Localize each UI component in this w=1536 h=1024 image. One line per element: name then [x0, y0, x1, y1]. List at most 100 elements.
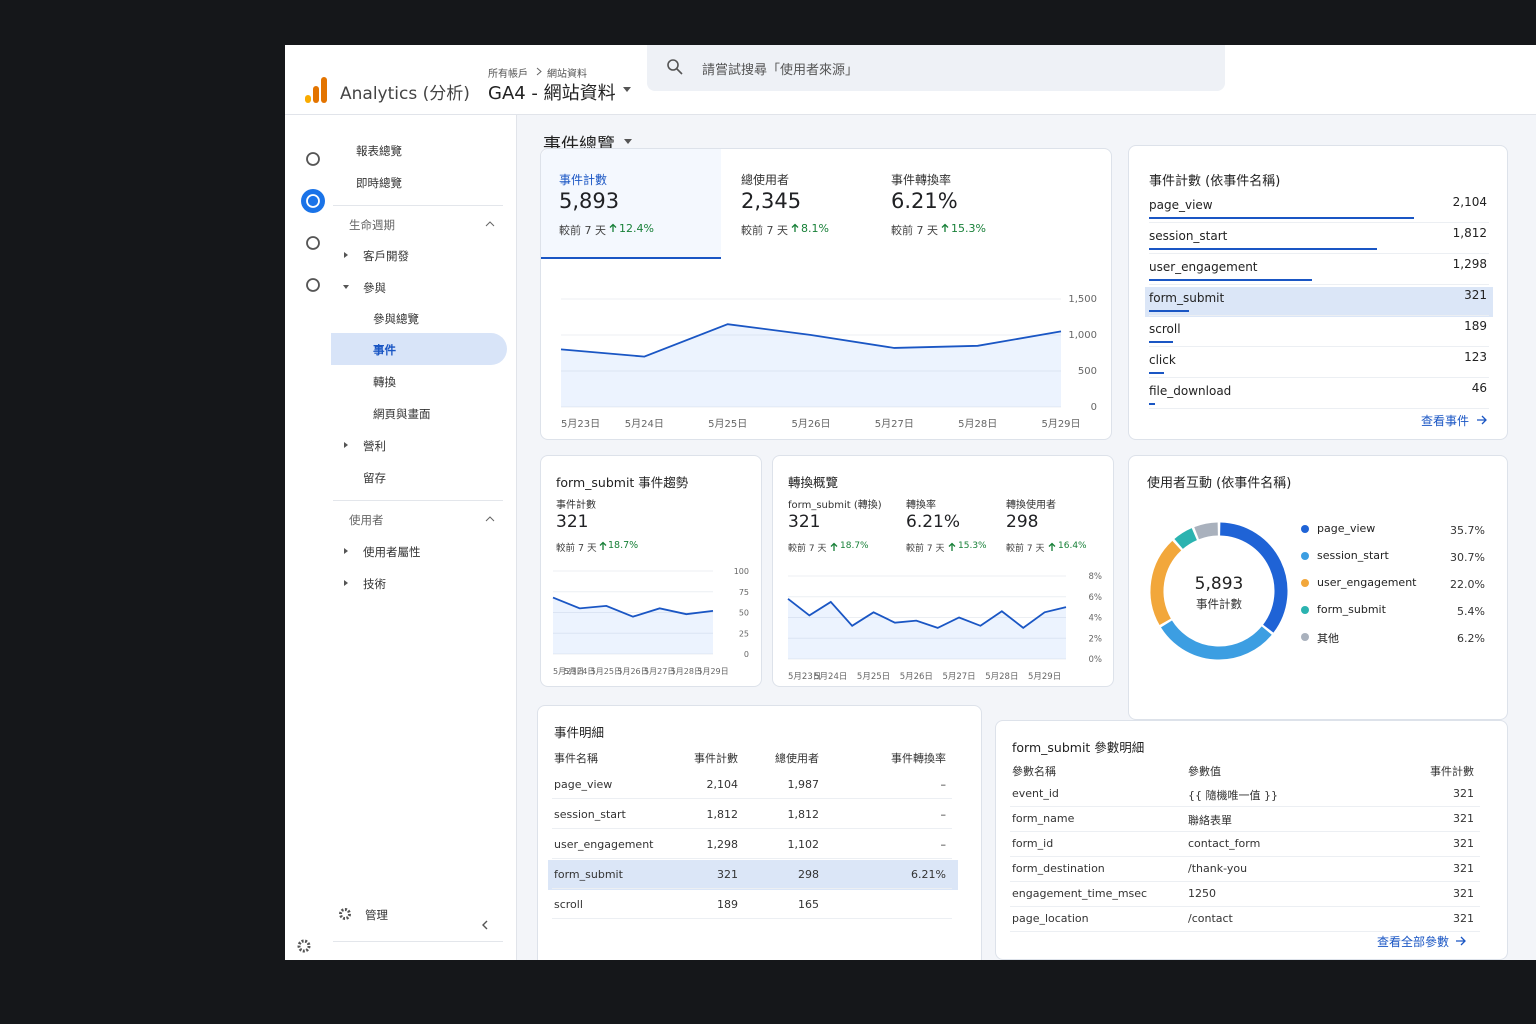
- search-box[interactable]: 請嘗試搜尋「使用者來源」: [647, 45, 1225, 91]
- bar: [1149, 403, 1155, 405]
- link[interactable]: 查看全部參數: [1376, 935, 1449, 949]
- table-cell[interactable]: form_submit: [554, 868, 623, 881]
- donut-segment: [1174, 528, 1198, 550]
- overview-card: 事件計數 5,893 較前 7 天 12.4% 總使用者 2,345 較前 7 天 8.1% 事…: [540, 148, 1112, 440]
- metric-value: 5,893: [559, 189, 620, 213]
- section-divider: [333, 205, 503, 206]
- compare-label: 較前 7 天: [788, 544, 827, 554]
- donut-center-value: 5,893: [1195, 574, 1244, 594]
- line-chart: 0 500 1,000 1,500 5月23日 5月24日 5月25日 5月26日 5月27日 5…: [560, 294, 1097, 430]
- logo-bar: [313, 86, 319, 103]
- table-cell[interactable]: user_engagement: [554, 838, 654, 851]
- table-cell: 321: [717, 868, 738, 881]
- arrow-icon: [830, 542, 838, 551]
- table-cell: 321: [1453, 887, 1474, 900]
- nav-item[interactable]: 網頁與畫面: [373, 407, 431, 421]
- table-cell: form_destination: [1012, 862, 1105, 875]
- nav-icon: [306, 278, 320, 292]
- nav-item[interactable]: 即時總覽: [356, 176, 402, 190]
- line-series: [552, 596, 714, 618]
- nav-glyph: [306, 236, 320, 250]
- compare-label: 較前 7 天: [556, 543, 597, 554]
- gear: [339, 908, 351, 920]
- compare-label: 較前 7 天: [741, 224, 788, 237]
- event-name[interactable]: scroll: [1149, 322, 1181, 336]
- arrow-icon: [1456, 936, 1466, 946]
- event-name[interactable]: form_submit: [1149, 291, 1225, 305]
- divider: [552, 888, 952, 889]
- nav-item[interactable]: 事件: [373, 343, 396, 357]
- card-title: 使用者互動 (依事件名稱): [1147, 476, 1292, 491]
- table-cell[interactable]: page_view: [554, 778, 613, 791]
- nav-item[interactable]: 留存: [363, 471, 386, 485]
- conversion-card: 轉換概覽 form_submit (轉換) 321 較前 7 天 18.7% 轉換率 6.2…: [772, 455, 1114, 687]
- table-cell: 1,298: [706, 838, 739, 851]
- event-name[interactable]: file_download: [1149, 384, 1232, 398]
- x-tick-label: 5月25日: [591, 667, 622, 676]
- nav-active-bg: [331, 333, 507, 365]
- search-icon: [667, 59, 683, 75]
- section-divider: [333, 941, 503, 942]
- table-cell[interactable]: session_start: [554, 808, 626, 821]
- y-tick-label: 4%: [1089, 614, 1103, 624]
- divider: [1010, 931, 1480, 932]
- nav-item[interactable]: 管理: [365, 908, 388, 922]
- nav-item[interactable]: 技術: [363, 577, 386, 591]
- x-tick-label: 5月24日: [625, 418, 664, 430]
- link[interactable]: 查看事件: [1420, 414, 1469, 428]
- legend-dot: [1301, 579, 1309, 587]
- divider: [1149, 377, 1489, 378]
- table-cell: engagement_time_msec: [1012, 887, 1148, 900]
- x-tick-label: 5月29日: [697, 667, 728, 676]
- y-tick-label: 0: [1091, 402, 1097, 413]
- nav-item[interactable]: 參與: [363, 281, 386, 295]
- divider: [1149, 284, 1489, 285]
- logo-bar: [321, 77, 327, 103]
- bar: [1149, 372, 1165, 374]
- top-bar: Analytics (分析) 所有帳戶 網站資料 GA4 - 網站資料 請嘗試搜尋「使用…: [285, 45, 1536, 115]
- nav-active: [301, 189, 325, 213]
- change-value: 16.4%: [1058, 541, 1087, 551]
- event-name[interactable]: user_engagement: [1149, 260, 1258, 274]
- bar: [1149, 341, 1173, 343]
- event-count: 1,298: [1452, 257, 1487, 271]
- table-cell[interactable]: scroll: [554, 898, 583, 911]
- y-tick-label: 2%: [1089, 634, 1103, 644]
- link-arrow: [1456, 936, 1466, 946]
- y-tick-label: 500: [1078, 366, 1097, 377]
- up-arrow: [948, 542, 956, 551]
- legend-label: page_view: [1317, 522, 1376, 535]
- metric-label: 事件轉換率: [891, 173, 952, 187]
- line-area: [561, 324, 1061, 407]
- event-name[interactable]: session_start: [1149, 229, 1228, 243]
- property-name[interactable]: GA4 - 網站資料: [488, 83, 616, 104]
- divider: [1149, 222, 1489, 223]
- section-divider: [333, 500, 503, 501]
- table-cell: 1,102: [787, 838, 820, 851]
- sidebar: 報表總覽 即時總覽 生命週期 客戶開發 參與 參與總覽 事件 轉換 網頁與畫面 營利 留存 使用者 使用…: [285, 115, 517, 960]
- expand-icon: [344, 252, 348, 258]
- card-title: form_submit 參數明細: [1012, 740, 1145, 755]
- table-cell: 321: [1453, 837, 1474, 850]
- divider: [1010, 831, 1480, 832]
- up-arrow: [791, 223, 799, 232]
- nav-item[interactable]: 營利: [363, 439, 386, 453]
- nav-item[interactable]: 報表總覽: [356, 144, 402, 158]
- breadcrumb: 所有帳戶: [488, 69, 528, 80]
- up-arrow: [1048, 542, 1056, 551]
- divider: [1010, 806, 1480, 807]
- analytics-logo: [305, 77, 327, 103]
- event-count: 2,104: [1452, 195, 1487, 209]
- expand-icon: [343, 285, 349, 289]
- divider: [1010, 881, 1480, 882]
- nav-item[interactable]: 客戶開發: [363, 249, 409, 263]
- expand-icon: [344, 548, 348, 554]
- caret: [344, 442, 348, 448]
- x-tick-label: 5月28日: [958, 418, 997, 430]
- event-name[interactable]: click: [1149, 353, 1176, 367]
- nav-item[interactable]: 參與總覽: [373, 312, 419, 326]
- event-name[interactable]: page_view: [1149, 198, 1213, 212]
- table-cell: 1250: [1188, 887, 1216, 900]
- nav-item[interactable]: 轉換: [373, 375, 396, 389]
- nav-item[interactable]: 使用者屬性: [363, 545, 421, 559]
